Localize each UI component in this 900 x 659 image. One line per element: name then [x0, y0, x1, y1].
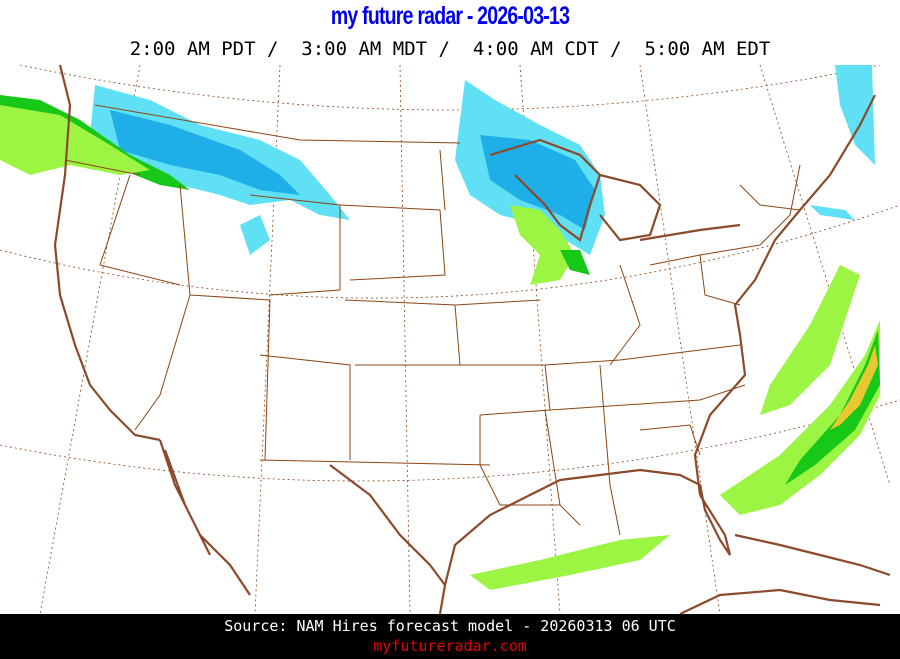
rain-atlantic-bands [760, 265, 860, 415]
source-label: Source: NAM Hires forecast model - 20260… [224, 617, 676, 635]
snow-wyoming [240, 215, 270, 255]
cuba [734, 533, 891, 577]
coastlines [53, 65, 891, 614]
time-zone-readout: 2:00 AM PDT / 3:00 AM MDT / 4:00 AM CDT … [129, 38, 771, 60]
rain-light-northwest [0, 105, 150, 175]
gulf-coast [443, 468, 732, 586]
rain-wisconsin [510, 205, 575, 285]
mexico-border-gulf [329, 464, 447, 614]
rain-wisconsin-core [560, 250, 590, 275]
longitude-line [39, 65, 141, 614]
site-link[interactable]: myfutureradar.com [373, 637, 527, 655]
caribbean-coast [679, 588, 881, 614]
atlantic-coast [693, 94, 876, 496]
latitude-line [0, 204, 900, 299]
snow-great-lakes-core [480, 135, 595, 230]
rain-gulf [470, 535, 670, 590]
rain-gulf-stream-core [785, 330, 880, 485]
latitude-line [19, 65, 881, 111]
precipitation [0, 65, 880, 590]
snow-atlantic [810, 205, 855, 220]
baja-coast [158, 439, 251, 596]
longitude-line [399, 65, 411, 614]
pacific-coast [53, 65, 161, 442]
radar-map [0, 65, 900, 614]
state-boundaries [64, 104, 801, 536]
snow-new-england [835, 65, 875, 165]
great-lakes [489, 138, 741, 242]
latitude-line [0, 399, 900, 482]
page-title: my future radar - 2026-03-13 [330, 2, 570, 30]
longitude-line [639, 65, 721, 614]
snow-northwest-core [110, 110, 300, 195]
footer: Source: NAM Hires forecast model - 20260… [0, 614, 900, 659]
rain-heavy-cells [830, 345, 878, 430]
